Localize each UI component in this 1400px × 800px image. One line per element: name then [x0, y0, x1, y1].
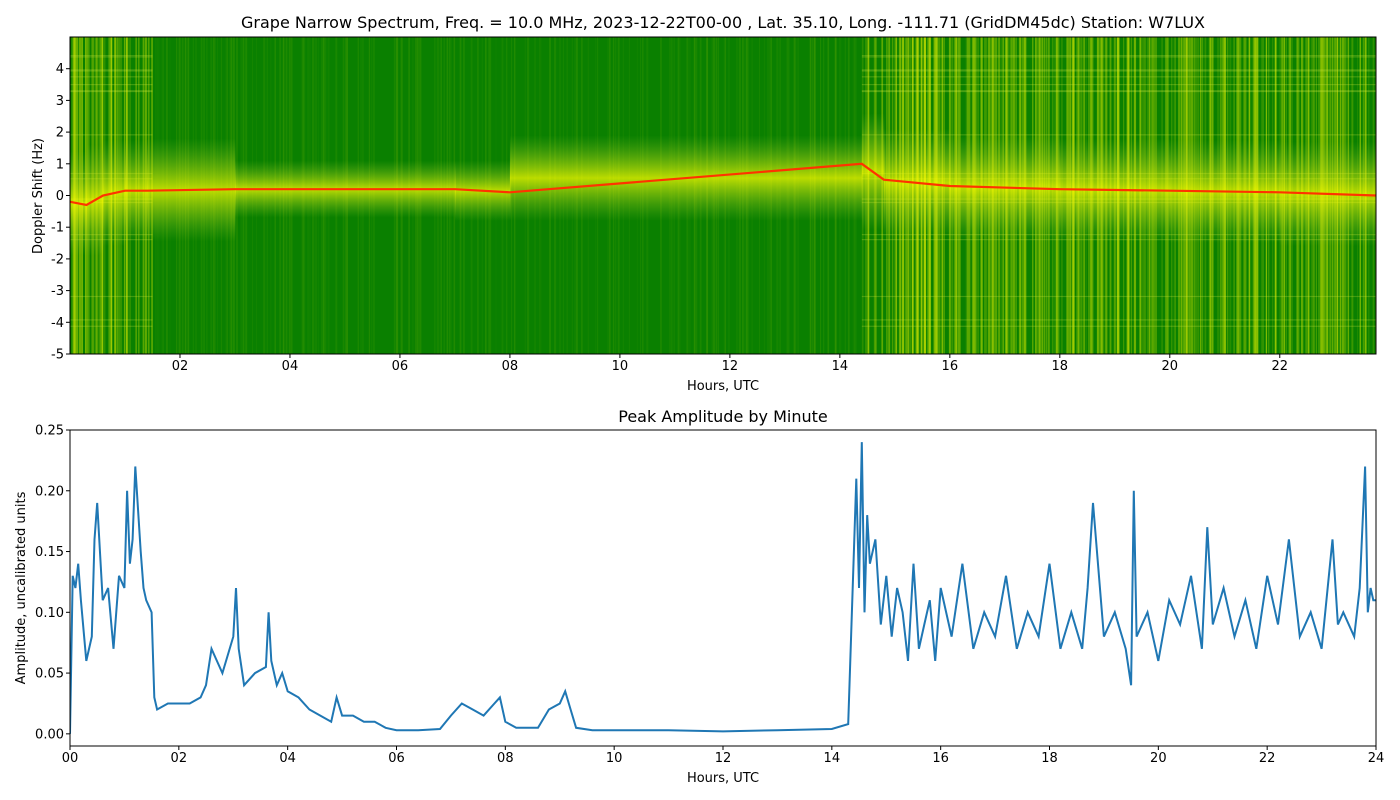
spectrogram-noise-band [70, 55, 153, 57]
amplitude-frame [69, 429, 1377, 747]
spectrogram-x-tick-label: 18 [1052, 359, 1069, 374]
amplitude-y-tick-label: 0.00 [35, 727, 64, 742]
spectrogram-noise-band [70, 325, 153, 327]
spectrogram-panel: Grape Narrow Spectrum, Freq. = 10.0 MHz,… [31, 13, 1377, 394]
spectrogram-noise-band [70, 90, 153, 93]
amplitude-y-tick-label: 0.10 [35, 606, 64, 621]
spectrogram-y-tick-label: 4 [56, 62, 64, 77]
spectrogram-x-tick-label: 10 [612, 359, 629, 374]
amplitude-x-tick-label: 14 [824, 751, 841, 766]
spectrogram-y-tick-label: -2 [51, 252, 64, 267]
spectrogram-x-tick-label: 22 [1271, 359, 1288, 374]
amplitude-series-line [70, 442, 1376, 734]
amplitude-x-label: Hours, UTC [687, 771, 759, 786]
spectrogram-x-label: Hours, UTC [687, 379, 759, 394]
spectrogram-x-tick-label: 04 [282, 359, 299, 374]
spectrogram-noise-band [70, 56, 153, 58]
spectrogram-noise-band [70, 90, 153, 92]
spectrogram-x-tick-label: 12 [722, 359, 739, 374]
spectrogram-y-label: Doppler Shift (Hz) [31, 138, 46, 254]
amplitude-y-tick-label: 0.20 [35, 484, 64, 499]
amplitude-y-tick-label: 0.05 [35, 667, 64, 682]
spectrogram-y-tick-label: -3 [51, 284, 64, 299]
spectrogram-noise-band [70, 134, 153, 136]
spectrogram-noise-band [70, 83, 153, 86]
spectrogram-noise-band [70, 70, 153, 72]
amplitude-x-tick-label: 18 [1041, 751, 1058, 766]
spectrogram-noise-band [861, 134, 1376, 136]
spectrogram-y-tick-label: -5 [51, 348, 64, 363]
spectrogram-noise-band [861, 83, 1376, 86]
amplitude-x-tick-label: 16 [932, 751, 949, 766]
spectrogram-y-tick-label: -1 [51, 221, 64, 236]
amplitude-x-tick-label: 22 [1259, 751, 1276, 766]
amplitude-title: Peak Amplitude by Minute [618, 407, 828, 426]
amplitude-y-tick-label: 0.15 [35, 545, 64, 560]
spectrogram-noise-band [861, 90, 1376, 93]
amplitude-x-tick-label: 06 [388, 751, 405, 766]
spectrogram-noise-band [70, 69, 153, 71]
spectrogram-x-ticks: 02 04 06 08 10 12 14 16 18 20 22 [172, 354, 1288, 374]
spectrogram-noise-band [70, 295, 153, 298]
spectrogram-x-tick-label: 08 [502, 359, 519, 374]
spectrogram-y-ticks: 4 3 2 1 0 -1 -2 -3 -4 -5 [51, 62, 70, 363]
spectrogram-noise-band [861, 76, 1376, 78]
spectrogram-noise-band [861, 90, 1376, 92]
carrier-trace [70, 162, 1376, 207]
spectrogram-title: Grape Narrow Spectrum, Freq. = 10.0 MHz,… [241, 13, 1205, 32]
spectrogram-y-tick-label: -4 [51, 316, 64, 331]
spectrogram-x-tick-label: 14 [832, 359, 849, 374]
amplitude-x-tick-label: 04 [279, 751, 296, 766]
amplitude-x-ticks: 00 02 04 06 08 10 12 14 16 18 20 22 24 [62, 746, 1385, 766]
spectrogram-y-tick-label: 0 [56, 189, 64, 204]
spectrogram-noise-band [861, 55, 1376, 57]
spectrogram-y-tick-label: 1 [56, 157, 64, 172]
spectrogram-noise-band [861, 319, 1376, 321]
amplitude-x-tick-label: 12 [715, 751, 732, 766]
spectrogram-noise-band [861, 56, 1376, 58]
spectrogram-x-tick-label: 02 [172, 359, 189, 374]
amplitude-y-ticks: 0.00 0.05 0.10 0.15 0.20 0.25 [35, 424, 70, 742]
spectrogram-noise-band [861, 69, 1376, 71]
amplitude-x-tick-label: 08 [497, 751, 514, 766]
spectrogram-noise-band [70, 76, 153, 78]
amplitude-y-label: Amplitude, uncalibrated units [14, 491, 29, 684]
amplitude-x-tick-label: 24 [1368, 751, 1385, 766]
amplitude-y-tick-label: 0.25 [35, 424, 64, 439]
spectrogram-noise-band [861, 325, 1376, 327]
amplitude-x-tick-label: 20 [1150, 751, 1167, 766]
spectrogram-noise-band [861, 70, 1376, 72]
spectrogram-y-tick-label: 2 [56, 126, 64, 141]
spectrogram-x-tick-label: 06 [392, 359, 409, 374]
spectrogram-y-tick-label: 3 [56, 94, 64, 109]
spectrogram-noise-band [861, 295, 1376, 298]
spectrogram-x-tick-label: 16 [942, 359, 959, 374]
amplitude-panel: Peak Amplitude by Minute 00 02 04 06 08 10 12 1… [14, 407, 1384, 786]
spectrogram-noise-band [70, 319, 153, 321]
amplitude-x-tick-label: 00 [62, 751, 79, 766]
amplitude-x-tick-label: 10 [606, 751, 623, 766]
spectrogram-x-tick-label: 20 [1162, 359, 1179, 374]
amplitude-x-tick-label: 02 [171, 751, 188, 766]
